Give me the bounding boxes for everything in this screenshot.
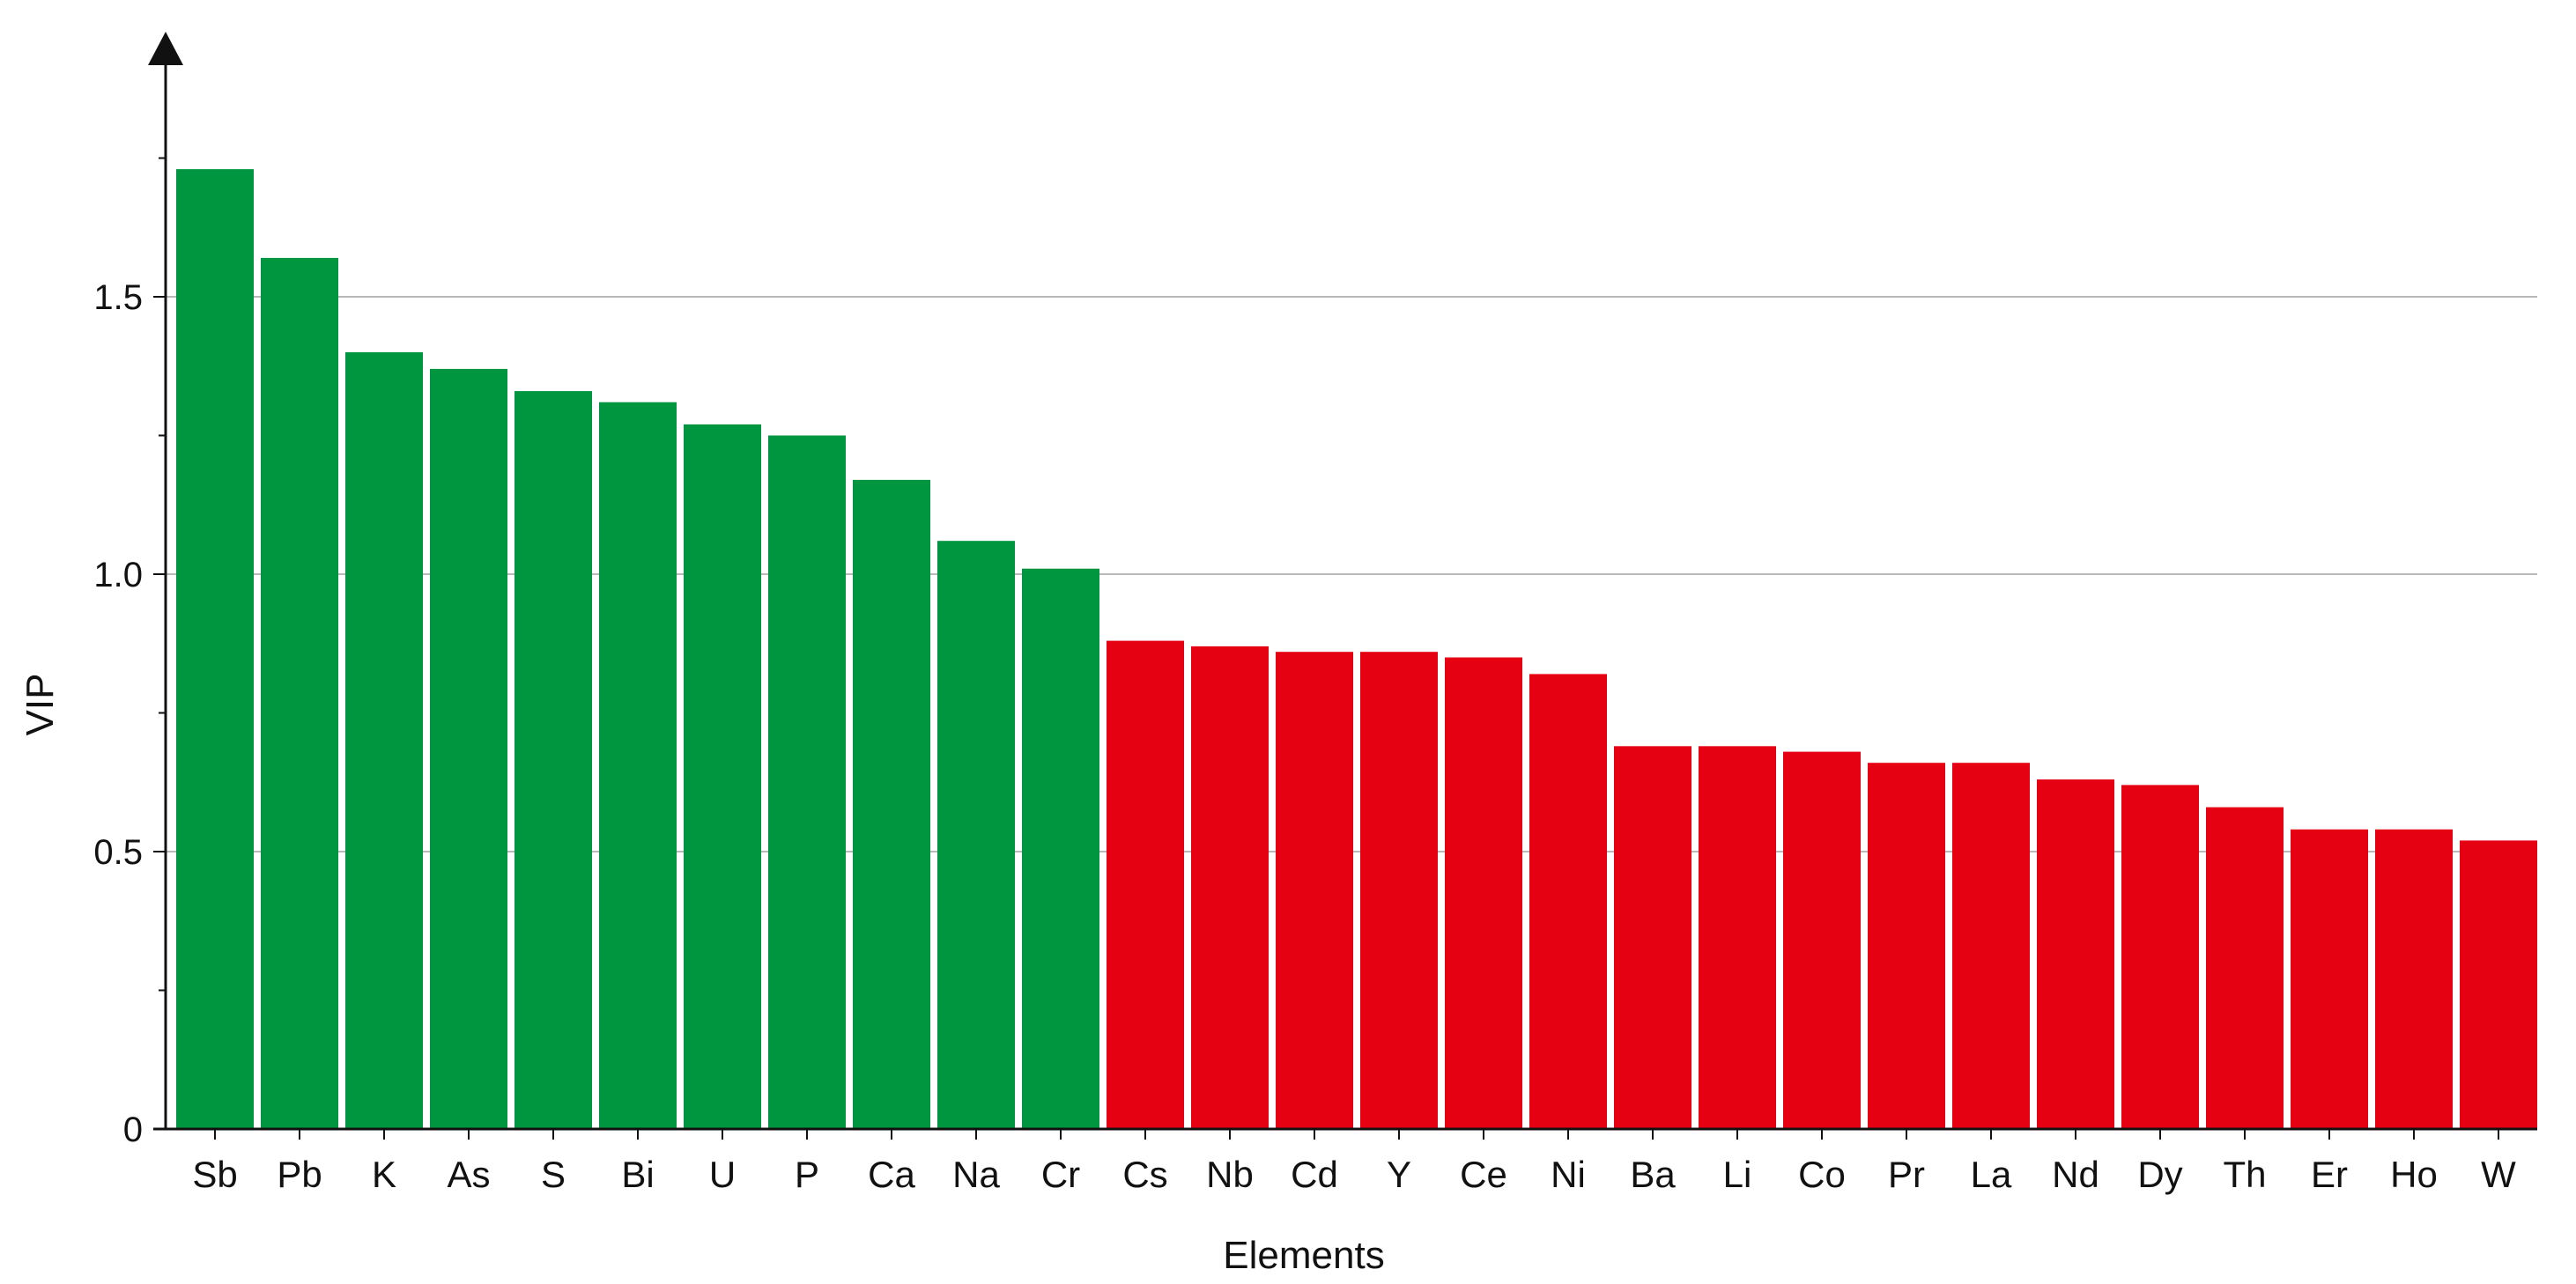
axes: [148, 32, 2537, 1131]
x-tick-label: Sb: [192, 1154, 237, 1195]
x-tick-label: Y: [1387, 1154, 1411, 1195]
bar-nb: [1191, 646, 1269, 1129]
bar-as: [430, 368, 507, 1129]
x-tick-label: Ni: [1551, 1154, 1586, 1195]
x-tick-label: Li: [1723, 1154, 1752, 1195]
bar-co: [1783, 751, 1861, 1129]
bar-bi: [599, 402, 677, 1129]
bar-ca: [853, 479, 930, 1129]
x-tick-label: Pr: [1888, 1154, 1925, 1195]
x-axis-title: Elements: [1223, 1234, 1384, 1277]
bar-cr: [1022, 568, 1099, 1129]
x-tick-label: Er: [2311, 1154, 2348, 1195]
bars: [176, 169, 2537, 1130]
x-tick-label: Cd: [1291, 1154, 1338, 1195]
bar-pb: [261, 257, 338, 1129]
bar-u: [684, 424, 761, 1129]
y-axis-arrow-icon: [148, 32, 183, 65]
bar-ni: [1529, 674, 1607, 1129]
x-tick-label: Nd: [2052, 1154, 2099, 1195]
bar-th: [2206, 807, 2284, 1129]
y-axis-title: VIP: [19, 674, 62, 736]
x-tick-label: Ba: [1630, 1154, 1676, 1195]
x-tick-label: U: [709, 1154, 736, 1195]
x-tick-label: Pb: [277, 1154, 322, 1195]
bar-ho: [2375, 829, 2453, 1129]
x-tick-labels: Sb Pb K As S Bi U P Ca Na Cr Cs Nb Cd Y Ce Ni Ba Li Co Pr La N…: [192, 1129, 2516, 1195]
x-tick-label: Bi: [621, 1154, 654, 1195]
bar-cd: [1276, 652, 1353, 1129]
x-tick-label: Cs: [1122, 1154, 1167, 1195]
x-tick-label: Ca: [868, 1154, 915, 1195]
bar-w: [2460, 840, 2537, 1129]
x-tick-label: W: [2481, 1154, 2516, 1195]
y-tick-label: 1.0: [93, 556, 143, 594]
bar-pr: [1868, 763, 1945, 1129]
x-tick-label: Nb: [1206, 1154, 1254, 1195]
bar-s: [514, 391, 592, 1130]
x-tick-label: K: [372, 1154, 396, 1195]
bar-la: [1952, 763, 2030, 1129]
bar-p: [768, 435, 846, 1129]
x-tick-label: Na: [952, 1154, 1000, 1195]
x-tick-label: Ho: [2390, 1154, 2438, 1195]
bar-k: [345, 352, 423, 1129]
bar-dy: [2121, 785, 2199, 1129]
bar-nd: [2037, 779, 2114, 1129]
x-tick-label: Co: [1798, 1154, 1846, 1195]
bar-er: [2291, 829, 2368, 1129]
x-tick-label: Cr: [1041, 1154, 1080, 1195]
bar-sb: [176, 169, 254, 1130]
bar-ba: [1614, 746, 1691, 1129]
bar-li: [1699, 746, 1776, 1129]
x-tick-label: As: [447, 1154, 490, 1195]
x-tick-label: Th: [2223, 1154, 2266, 1195]
x-tick-label: S: [541, 1154, 566, 1195]
x-tick-label: Ce: [1460, 1154, 1507, 1195]
y-tick-label: 1.5: [93, 278, 143, 317]
y-ticks: 0 0.5 1.0 1.5: [93, 157, 166, 1149]
y-tick-label: 0: [123, 1111, 143, 1149]
x-tick-label: P: [795, 1154, 819, 1195]
y-tick-label: 0.5: [93, 833, 143, 872]
x-tick-label: La: [1971, 1154, 2012, 1195]
bar-ce: [1445, 657, 1522, 1129]
bar-cs: [1107, 640, 1184, 1129]
bar-na: [937, 541, 1015, 1129]
bar-y: [1360, 652, 1438, 1129]
x-tick-label: Dy: [2137, 1154, 2182, 1195]
